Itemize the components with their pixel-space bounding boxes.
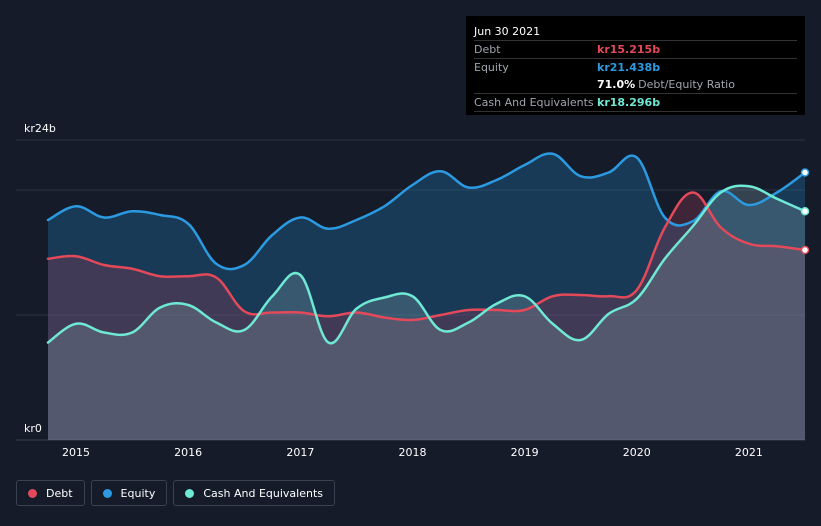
legend-label-debt: Debt: [46, 486, 73, 500]
debt-end-point: [800, 245, 810, 255]
chart-legend: Debt Equity Cash And Equivalents: [16, 480, 335, 506]
legend-label-equity: Equity: [120, 486, 156, 500]
x-tick-label: 2019: [510, 446, 539, 459]
tooltip-equity-label: Equity: [474, 61, 509, 74]
tooltip-ratio-label: Debt/Equity Ratio: [638, 78, 735, 91]
legend-item-debt[interactable]: Debt: [16, 480, 85, 506]
tooltip-date: Jun 30 2021: [474, 23, 797, 41]
cash-area: [48, 185, 805, 440]
x-tick-label: 2015: [62, 446, 91, 459]
tooltip-debt-value: kr15.215b: [597, 43, 661, 56]
tooltip-equity-value: kr21.438b: [597, 61, 661, 74]
tooltip-debt-label: Debt: [474, 43, 501, 56]
cash-legend-dot-icon: [185, 488, 195, 498]
x-tick-label: 2021: [734, 446, 763, 459]
legend-label-cash: Cash And Equivalents: [203, 486, 323, 500]
legend-item-equity[interactable]: Equity: [90, 480, 168, 506]
tooltip-cash-value: kr18.296b: [597, 96, 661, 109]
x-tick-label: 2020: [622, 446, 651, 459]
tooltip-debt-row: Debt kr15.215b: [474, 41, 797, 59]
equity-legend-dot-icon: [102, 488, 112, 498]
y-axis-max-label: kr24b: [24, 122, 56, 135]
debt-legend-dot-icon: [28, 488, 37, 498]
x-tick-label: 2018: [398, 446, 427, 459]
tooltip-ratio-value: 71.0%: [597, 78, 636, 91]
cash-line: [46, 184, 807, 345]
equity-line: [46, 152, 807, 271]
x-tick-label: 2017: [286, 446, 315, 459]
tooltip-ratio-row: 71.0% Debt/Equity Ratio: [474, 76, 797, 94]
series-lines: [46, 152, 807, 345]
cash-end-point: [800, 207, 810, 216]
series-end-dots: [800, 168, 810, 255]
chart-grid: [16, 139, 805, 441]
x-tick-label: 2016: [174, 446, 203, 459]
data-tooltip: Jun 30 2021 Debt kr15.215b Equity kr21.4…: [466, 16, 805, 115]
debt-area: [48, 192, 805, 440]
equity-area: [48, 153, 805, 440]
equity-end-point: [800, 168, 810, 177]
tooltip-cash-row: Cash And Equivalents kr18.296b: [474, 94, 797, 112]
series-areas: [48, 153, 805, 440]
tooltip-cash-label: Cash And Equivalents: [474, 96, 594, 109]
y-axis-min-label: kr0: [24, 422, 42, 435]
legend-item-cash[interactable]: Cash And Equivalents: [173, 480, 335, 506]
tooltip-equity-row: Equity kr21.438b: [474, 59, 797, 76]
